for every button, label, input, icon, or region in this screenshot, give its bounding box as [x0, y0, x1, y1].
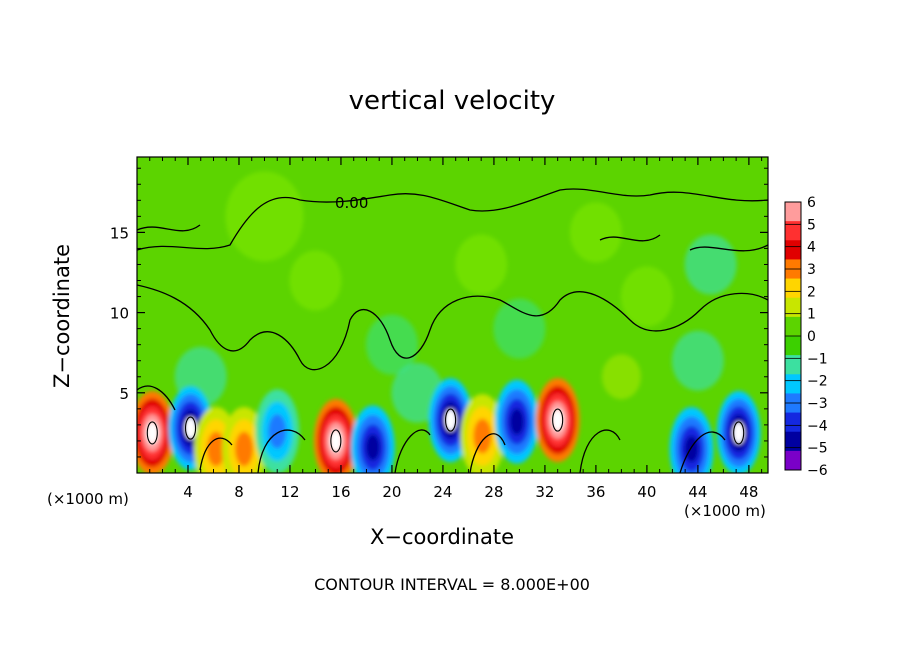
- x-tick-label: 44: [688, 483, 707, 501]
- colorbar-swatch: [785, 278, 801, 299]
- velocity-cell-11-layer-5: [551, 409, 564, 431]
- x-tick-label: 32: [535, 483, 554, 501]
- colorbar-label: 5: [807, 217, 816, 233]
- y-axis-ticks: 5 10 15: [110, 167, 768, 458]
- colorbar-swatch: [785, 431, 801, 452]
- colorbar-label: 1: [807, 307, 816, 323]
- plot-frame: [136, 156, 769, 474]
- colorbar-label: −5: [807, 441, 828, 457]
- chart-title: vertical velocity: [348, 86, 556, 116]
- field-patch: [289, 250, 342, 311]
- x-axis-label: X−coordinate: [370, 525, 514, 549]
- colorbar-swatch: [785, 221, 801, 241]
- contour-path-3: [137, 385, 726, 473]
- colorbar-label: 3: [807, 262, 816, 278]
- field-patch: [225, 171, 304, 262]
- x-axis-ticks: 4 8 12 16 20 24 28 32 36 40 44 48: [149, 157, 763, 501]
- velocity-cell-2-layer-5: [184, 417, 197, 439]
- contour-path-4: [137, 224, 768, 252]
- contour-loop-6: [146, 421, 158, 445]
- field-patch: [620, 266, 673, 327]
- field-patch: [684, 234, 737, 295]
- x-tick-label: 4: [183, 483, 193, 501]
- y-tick-label: 5: [119, 385, 129, 403]
- x-tick-label: 12: [280, 483, 299, 501]
- colorbar-swatch: [785, 202, 801, 222]
- velocity-cell-7-layer-4: [365, 433, 380, 461]
- velocity-cell-4-layer-3: [235, 431, 254, 467]
- contour-lines: [137, 188, 768, 473]
- colorbar-swatch: [785, 336, 801, 356]
- field-patch: [601, 354, 641, 400]
- colorbar-swatch: [785, 374, 801, 394]
- colorbar-label: 6: [807, 195, 816, 211]
- y-axis-label: Z−coordinate: [50, 244, 74, 388]
- field-patch: [671, 330, 724, 391]
- x-tick-label: 48: [739, 483, 758, 501]
- x-tick-label: 40: [637, 483, 656, 501]
- colorbar-swatch: [785, 240, 801, 260]
- colorbar-label: −1: [807, 351, 828, 367]
- contour-path-2: [137, 284, 768, 371]
- contour-interval-note: CONTOUR INTERVAL = 8.000E+00: [314, 575, 590, 594]
- field-patch: [569, 202, 622, 263]
- velocity-cell-10-layer-4: [509, 408, 524, 436]
- contour-loop-2: [330, 429, 342, 453]
- x-tick-label: 8: [234, 483, 244, 501]
- colorbar-label: 4: [807, 240, 816, 256]
- y-tick-label: 15: [110, 224, 129, 242]
- velocity-cell-8-layer-5: [444, 409, 457, 431]
- x-tick-label: 24: [433, 483, 452, 501]
- heatmap-field: [137, 171, 761, 473]
- velocity-cell-12-layer-4: [684, 435, 699, 463]
- contour-loop-3: [445, 408, 457, 432]
- colorbar-swatch: [785, 450, 801, 471]
- x-tick-label: 28: [484, 483, 503, 501]
- x-tick-label: 36: [586, 483, 605, 501]
- x-unit-label-right: (×1000 m): [684, 502, 766, 520]
- field-patch: [455, 234, 508, 295]
- x-unit-label-left: (×1000 m): [47, 490, 129, 508]
- y-tick-label: 10: [110, 305, 129, 323]
- x-tick-label: 16: [331, 483, 350, 501]
- contour-loop-1: [184, 416, 197, 440]
- velocity-cell-1-layer-5: [146, 422, 159, 444]
- contour-label: 0.00: [335, 194, 368, 212]
- colorbar: 6 5 4 3 2 1 0 −1 −2 −3 −4 −5 −6: [784, 195, 828, 479]
- field-patch: [493, 298, 546, 359]
- colorbar-label: 0: [807, 329, 816, 345]
- colorbar-swatch: [785, 412, 801, 433]
- colorbar-swatch: [785, 297, 801, 318]
- contour-loop-5: [733, 421, 745, 445]
- contour-loop-4: [552, 408, 564, 432]
- contour-path-1: [137, 188, 768, 251]
- velocity-cell-3-layer-3: [206, 431, 226, 467]
- colorbar-label: −4: [807, 418, 828, 434]
- velocity-cell-13-layer-5: [732, 422, 745, 444]
- colorbar-label: −3: [807, 396, 828, 412]
- colorbar-swatch: [785, 355, 801, 375]
- velocity-cell-6-layer-5: [330, 430, 342, 452]
- colorbar-label: 2: [807, 284, 816, 300]
- velocity-cell-9-layer-3: [473, 418, 492, 454]
- velocity-cell-5-layer-3: [268, 414, 287, 449]
- colorbar-swatch: [785, 316, 801, 337]
- x-tick-label: 20: [382, 483, 401, 501]
- colorbar-label: −6: [807, 463, 828, 479]
- colorbar-label: −2: [807, 374, 828, 390]
